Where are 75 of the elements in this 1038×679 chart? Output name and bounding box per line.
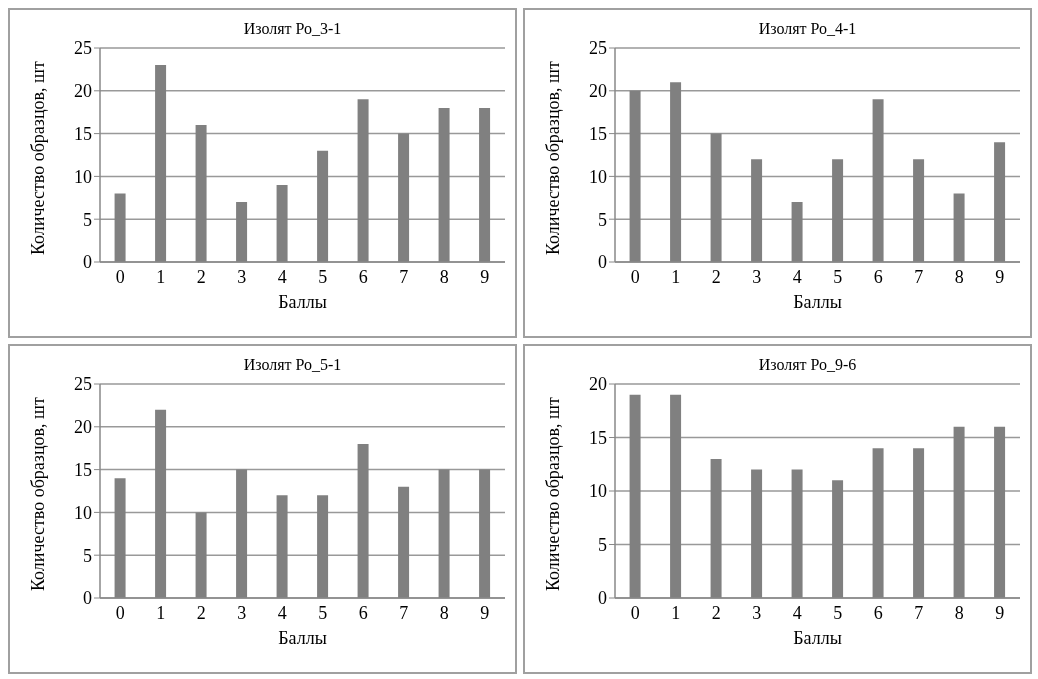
y-tick-label: 0 — [598, 588, 607, 609]
y-tick-label: 0 — [598, 252, 607, 273]
y-tick-label: 10 — [74, 166, 92, 187]
x-tick-label: 2 — [196, 266, 206, 287]
y-axis-title: Количество образцов, шт — [543, 61, 564, 255]
x-tick-label: 9 — [995, 266, 1005, 287]
y-tick-label: 5 — [83, 545, 92, 566]
x-tick-label: 9 — [995, 602, 1005, 623]
x-tick-label: 8 — [439, 602, 449, 623]
y-tick-label: 20 — [74, 81, 92, 102]
x-tick-label: 0 — [115, 266, 125, 287]
x-tick-label: 8 — [954, 266, 964, 287]
x-tick-label: 2 — [711, 266, 721, 287]
y-tick-label: 10 — [589, 481, 607, 502]
x-tick-label: 7 — [399, 602, 409, 623]
x-tick-label: 4 — [277, 266, 287, 287]
y-axis-title: Количество образцов, шт — [28, 397, 49, 591]
x-tick-label: 7 — [914, 602, 924, 623]
x-tick-label: 5 — [318, 602, 328, 623]
x-tick-label: 6 — [873, 602, 883, 623]
x-tick-label: 1 — [671, 602, 681, 623]
x-tick-label: 3 — [752, 266, 762, 287]
x-axis-title: Баллы — [793, 292, 842, 312]
y-tick-label: 5 — [83, 209, 92, 230]
x-axis-title: Баллы — [278, 628, 327, 648]
chart-title: Изолят Ро_3-1 — [242, 20, 343, 39]
y-tick-label: 15 — [589, 123, 607, 144]
x-axis-title: Баллы — [793, 628, 842, 648]
x-tick-label: 1 — [156, 602, 166, 623]
y-tick-label: 15 — [589, 427, 607, 448]
y-tick-label: 25 — [74, 374, 92, 395]
y-tick-label: 20 — [589, 374, 607, 395]
x-tick-label: 2 — [711, 602, 721, 623]
y-tick-label: 20 — [74, 417, 92, 438]
x-tick-label: 0 — [630, 266, 640, 287]
x-tick-label: 0 — [115, 602, 125, 623]
x-tick-label: 6 — [873, 266, 883, 287]
x-axis-title: Баллы — [278, 292, 327, 312]
y-axis-title: Количество образцов, шт — [28, 61, 49, 255]
y-tick-label: 5 — [598, 534, 607, 555]
y-tick-label: 0 — [83, 252, 92, 273]
x-tick-label: 5 — [833, 266, 843, 287]
y-axis-title: Количество образцов, шт — [543, 397, 564, 591]
x-tick-label: 1 — [671, 266, 681, 287]
x-tick-label: 9 — [480, 602, 490, 623]
y-tick-label: 15 — [74, 459, 92, 480]
x-tick-label: 6 — [358, 266, 368, 287]
y-tick-label: 0 — [83, 588, 92, 609]
y-tick-label: 20 — [589, 81, 607, 102]
chart-title: Изолят Ро_4-1 — [757, 20, 858, 39]
x-tick-label: 0 — [630, 602, 640, 623]
x-tick-label: 3 — [237, 602, 247, 623]
x-tick-label: 3 — [237, 266, 247, 287]
x-tick-label: 5 — [833, 602, 843, 623]
x-tick-label: 1 — [156, 266, 166, 287]
x-tick-label: 6 — [358, 602, 368, 623]
y-tick-label: 10 — [74, 502, 92, 523]
y-tick-label: 5 — [598, 209, 607, 230]
chart-title: Изолят Ро_9-6 — [757, 356, 858, 375]
y-tick-label: 25 — [74, 38, 92, 59]
x-tick-label: 2 — [196, 602, 206, 623]
y-tick-label: 25 — [589, 38, 607, 59]
x-tick-label: 3 — [752, 602, 762, 623]
y-tick-label: 10 — [589, 166, 607, 187]
x-tick-label: 7 — [399, 266, 409, 287]
x-tick-label: 5 — [318, 266, 328, 287]
x-tick-label: 4 — [277, 602, 287, 623]
x-tick-label: 4 — [792, 602, 802, 623]
x-tick-label: 8 — [439, 266, 449, 287]
chart-title: Изолят Ро_5-1 — [242, 356, 343, 375]
x-tick-label: 8 — [954, 602, 964, 623]
x-tick-label: 7 — [914, 266, 924, 287]
x-tick-label: 9 — [480, 266, 490, 287]
x-tick-label: 4 — [792, 266, 802, 287]
y-tick-label: 15 — [74, 123, 92, 144]
